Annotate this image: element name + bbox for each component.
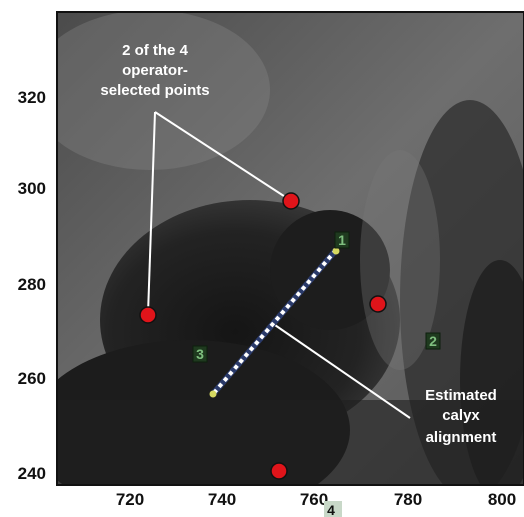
callout-line <box>154 111 291 201</box>
y-tick-label: 280 <box>18 275 46 294</box>
annotation-text: calyx <box>442 407 480 424</box>
selected-point <box>369 295 387 313</box>
image-panel <box>57 12 524 485</box>
alignment-endpoint <box>209 390 217 398</box>
callout-line <box>271 322 411 419</box>
alignment-endpoint <box>332 247 340 255</box>
x-tick-label: 720 <box>116 490 144 509</box>
y-tick-label: 300 <box>18 179 46 198</box>
x-tick-label: 740 <box>208 490 236 509</box>
y-tick-label: 240 <box>18 464 46 483</box>
x-tick-label: 780 <box>394 490 422 509</box>
x-tick-label: 760 <box>300 490 328 509</box>
marker-box <box>324 501 342 517</box>
selected-point <box>139 306 157 324</box>
x-tick-label: 800 <box>488 490 516 509</box>
selected-point <box>282 192 300 210</box>
alignment-line-shadow <box>210 248 339 396</box>
image-frame <box>56 11 524 486</box>
annotation-text: 2 of the 4 <box>122 42 189 59</box>
marker-label: 3 <box>196 346 204 362</box>
marker-label: 1 <box>338 232 346 248</box>
marker-label: 4 <box>327 502 335 517</box>
marker-box <box>425 332 441 350</box>
callout-line <box>147 111 156 315</box>
y-tick-label: 260 <box>18 369 46 388</box>
annotation-text: operator- <box>122 62 188 79</box>
annotation-text: selected points <box>100 82 209 99</box>
marker-box <box>334 231 350 249</box>
annotation-text: Estimated <box>425 387 497 404</box>
y-tick-label: 320 <box>18 88 46 107</box>
marker-label: 2 <box>429 333 437 349</box>
annotation-text: alignment <box>426 429 497 446</box>
marker-box <box>192 345 208 363</box>
selected-point <box>270 462 288 480</box>
